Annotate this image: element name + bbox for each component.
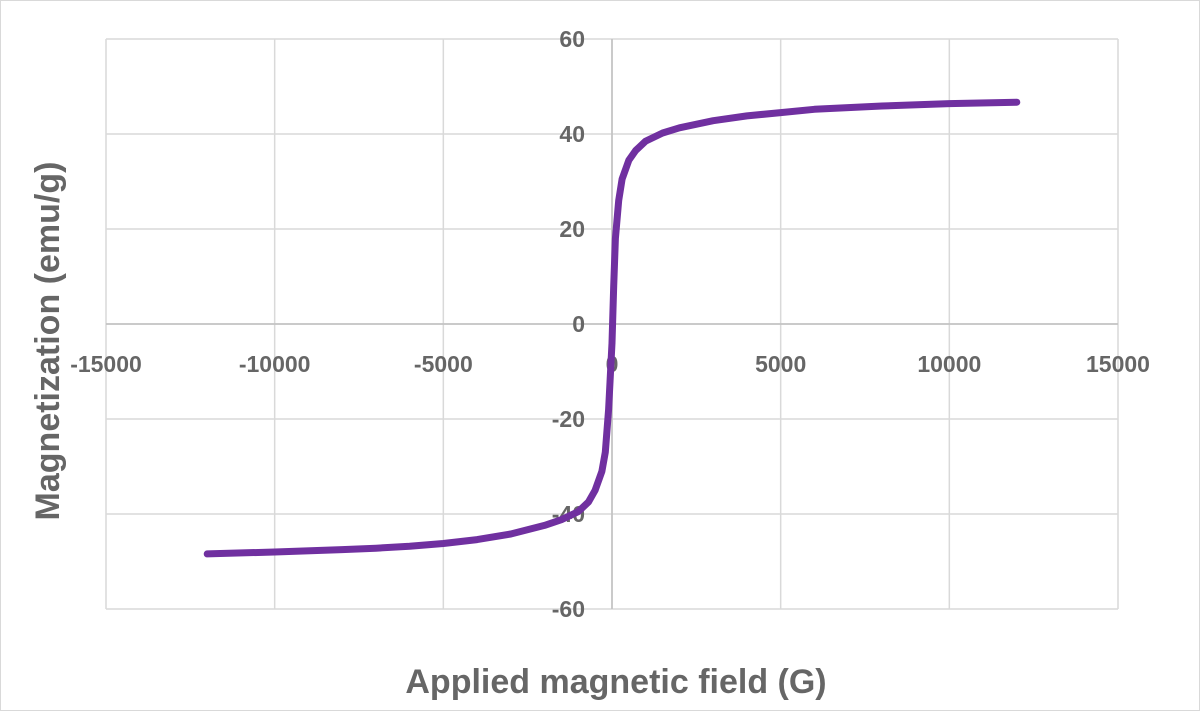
series [203,98,1021,558]
x-tick-label: 5000 [755,351,806,377]
x-axis-title: Applied magnetic field (G) [405,663,826,701]
x-tick-label: 15000 [1086,351,1150,377]
magnetization-curve [203,98,1021,558]
y-tick-label: 0 [572,311,585,337]
y-tick-label: 60 [559,26,585,52]
y-tick-label: -20 [552,406,585,432]
x-tick-label: -15000 [70,351,142,377]
y-tick-label: 20 [559,216,585,242]
y-tick-label: -60 [552,596,585,622]
y-tick-label: 40 [559,121,585,147]
x-tick-label: -10000 [239,351,311,377]
tick-labels: -15000 -10000 -5000 0 5000 10000 15000-60-40-2… [70,26,1150,622]
y-axis-title: Magnetization (emu/g) [29,162,67,521]
x-tick-label: -5000 [414,351,473,377]
x-tick-label: 10000 [917,351,981,377]
